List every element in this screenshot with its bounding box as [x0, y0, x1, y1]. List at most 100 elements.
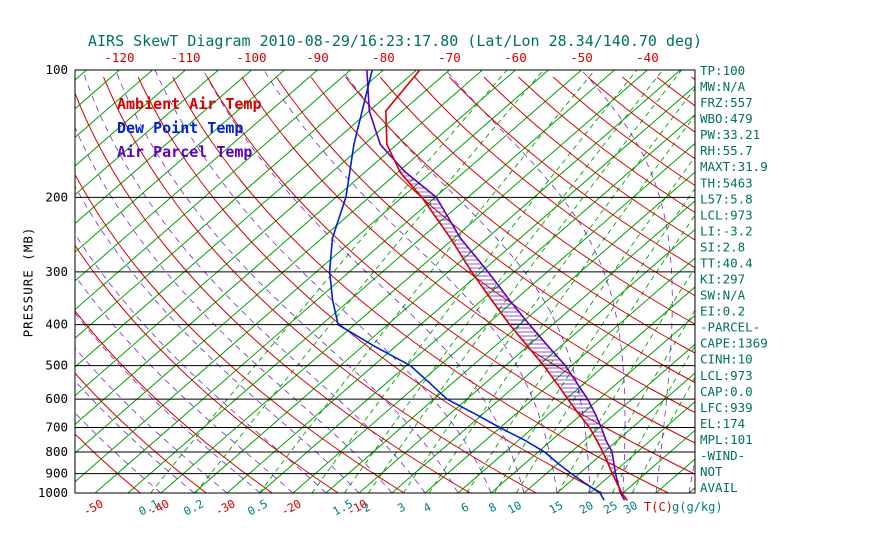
dry-adiabat-line — [241, 76, 695, 444]
isotherm-line — [75, 70, 516, 454]
dry-adiabat-line — [656, 76, 695, 107]
dry-adiabat-line — [449, 76, 695, 269]
moist-adiabat-line — [82, 70, 426, 493]
isotherm-line — [556, 372, 695, 493]
bottom-tick-label: 20 — [577, 498, 596, 517]
stat-line: WBO:479 — [700, 111, 753, 126]
isotherm-line — [75, 70, 219, 196]
pressure-tick-label: 500 — [45, 358, 68, 373]
isotherm-line — [490, 314, 695, 493]
moist-adiabat-line — [75, 380, 195, 493]
pressure-tick-label: 700 — [45, 419, 68, 434]
stat-line: SI:2.8 — [700, 239, 745, 254]
isotherm-line — [75, 70, 285, 253]
stat-line: MW:N/A — [700, 79, 746, 94]
stat-line: PW:33.21 — [700, 127, 760, 142]
cape-hatch-area — [400, 171, 618, 481]
mixing-ratio-line — [557, 267, 695, 493]
isotherm-line — [193, 70, 681, 493]
moist-adiabat-line — [75, 126, 393, 493]
top-temp-tick-label: -40 — [636, 50, 659, 65]
dry-adiabat-line — [75, 91, 471, 493]
bottom-tick-label: -30 — [213, 496, 238, 518]
stat-line: LCL:973 — [700, 207, 753, 222]
pressure-tick-label: 300 — [45, 264, 68, 279]
bottom-tick-label: 25 — [601, 498, 620, 517]
mixing-ratio-line — [466, 156, 695, 493]
top-temp-tick-label: -100 — [236, 50, 266, 65]
bottom-tick-label: 0.5 — [245, 496, 270, 518]
moist-adiabat-line — [75, 312, 261, 493]
pressure-tick-label: 1000 — [38, 485, 68, 500]
stat-line: LI:-3.2 — [700, 223, 753, 238]
bottom-tick-label: 4 — [421, 500, 434, 516]
stat-line: TT:40.4 — [700, 255, 753, 270]
mixing-ratio-line — [195, 70, 544, 493]
moist-adiabat-line — [445, 70, 626, 493]
moist-adiabat-line — [75, 233, 327, 493]
isotherm-line — [75, 70, 384, 339]
mixing-ratio-unit-label: g(g/kg) — [672, 500, 723, 514]
isotherm-line — [75, 70, 153, 139]
bottom-tick-label: 0.2 — [181, 496, 206, 518]
sounding-curves — [328, 70, 628, 501]
isotherm-line — [358, 200, 695, 493]
bottom-tick-label: 2 — [360, 500, 373, 516]
top-temp-tick-label: -60 — [504, 50, 527, 65]
temp-unit-label: T(C) — [644, 500, 673, 514]
bottom-tick-label: 10 — [505, 498, 524, 517]
dry-adiabat-line — [345, 76, 695, 354]
stat-line: MPL:101 — [700, 432, 753, 447]
top-temp-tick-label: -80 — [372, 50, 395, 65]
dry-adiabat-line — [275, 76, 695, 414]
ambient-air-temp-curve — [384, 70, 628, 501]
dry-adiabat-line — [75, 433, 141, 493]
bottom-tick-label: 6 — [458, 500, 471, 516]
bottom-tick-label: 15 — [547, 498, 566, 517]
isotherm-line — [523, 343, 695, 493]
dry-adiabat-line — [483, 76, 695, 241]
stat-line: NOT — [700, 464, 723, 479]
isotherm-line — [160, 70, 648, 493]
isotherm-line — [75, 70, 549, 483]
dew-point-temp-curve — [328, 70, 605, 501]
isotherm-line — [292, 142, 695, 493]
isotherm-line — [457, 286, 695, 493]
top-temp-tick-label: -120 — [104, 50, 134, 65]
dry-adiabat-line — [414, 76, 695, 297]
isotherm-line — [75, 70, 186, 167]
isotherm-line — [391, 228, 695, 493]
dry-adiabat-line — [587, 76, 695, 160]
isotherm-line — [75, 70, 87, 81]
stat-line: RH:55.7 — [700, 143, 753, 158]
pressure-grid — [74, 69, 696, 494]
mixing-ratio-line — [368, 70, 683, 493]
isotherm-line — [75, 70, 450, 397]
isotherm-line — [589, 401, 695, 493]
stat-line: L57:5.8 — [700, 191, 753, 206]
top-temp-tick-label: -110 — [170, 50, 200, 65]
moist-adiabat-line — [75, 412, 162, 493]
isotherm-line — [0, 70, 20, 493]
pressure-tick-label: 800 — [45, 444, 68, 459]
bottom-tick-label: 3 — [395, 500, 408, 516]
axis-labels: 100 200 300 400 500 600 700 800 900 1000 -120 -110 -… — [38, 50, 768, 519]
isotherm-line — [75, 70, 318, 282]
mixing-ratio-line — [587, 309, 695, 493]
stat-line: -PARCEL- — [700, 320, 760, 335]
stat-line: CAPE:1369 — [700, 336, 768, 351]
bottom-tick-label: -20 — [279, 496, 304, 518]
isotherm-line — [127, 70, 615, 493]
stat-line: CINH:10 — [700, 352, 753, 367]
isotherm-line — [259, 114, 695, 493]
moist-adiabat-line — [115, 70, 459, 493]
stat-line: EI:0.2 — [700, 304, 745, 319]
stat-line: -WIND- — [700, 448, 745, 463]
dry-adiabat-line — [75, 372, 207, 493]
isotherm-line — [75, 70, 351, 311]
stat-line: SW:N/A — [700, 288, 746, 303]
moist-adiabat-line — [75, 347, 228, 493]
pressure-tick-label: 400 — [45, 317, 68, 332]
pressure-tick-label: 600 — [45, 391, 68, 406]
